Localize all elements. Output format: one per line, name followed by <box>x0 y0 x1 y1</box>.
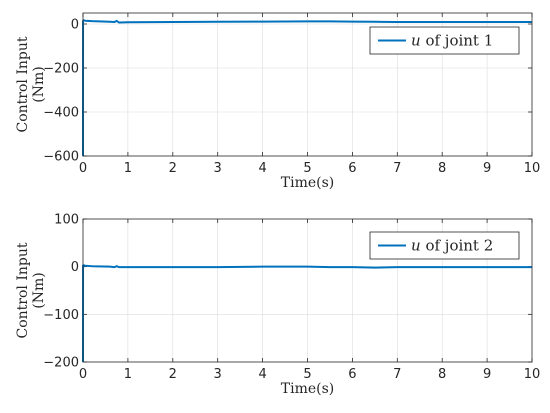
x-tick-label: 2 <box>169 161 177 176</box>
x-tick-label: 1 <box>124 161 132 176</box>
x-tick-label: 4 <box>258 161 266 176</box>
x-axis-label: Time(s) <box>281 175 334 191</box>
plot-frame <box>82 12 533 157</box>
legend: u of joint 1 <box>369 26 520 55</box>
x-tick-label: 6 <box>348 161 356 176</box>
y-tick-label: −200 <box>43 62 79 77</box>
x-tick-label: 0 <box>79 161 87 176</box>
subplot-2: 0 1 2 3 4 5 6 7 8 9 10 −200 −100 0 100 Time(s) Control I… <box>15 213 540 398</box>
x-tick-label: 5 <box>303 161 311 176</box>
y-tick-label: 0 <box>71 18 79 33</box>
x-tick-label: 4 <box>258 367 266 382</box>
x-tick-label: 0 <box>79 367 87 382</box>
series-line-joint-1 <box>82 19 532 157</box>
subplot-1: 0 1 2 3 4 5 6 7 8 9 10 −600 −400 −200 0 Time(s) Control … <box>15 12 541 191</box>
y-tick-label: −200 <box>43 356 79 371</box>
x-tick-label: 3 <box>214 161 222 176</box>
x-tick-label: 1 <box>124 367 132 382</box>
x-tick-label: 7 <box>393 367 401 382</box>
y-tick-label: −600 <box>43 150 79 165</box>
plot-frame <box>82 218 533 363</box>
legend: u of joint 2 <box>369 231 520 260</box>
legend-entry: u of joint 2 <box>411 237 493 255</box>
x-tick-label: 9 <box>483 161 491 176</box>
series-line-joint-2 <box>82 264 532 363</box>
y-axis-label: Control Input(Nm) <box>15 242 47 338</box>
x-tick-label: 8 <box>438 367 446 382</box>
y-tick-label: −400 <box>43 106 79 121</box>
x-tick-label: 9 <box>483 367 491 382</box>
y-tick-label: 100 <box>54 213 79 228</box>
y-axis-label: Control Input(Nm) <box>15 36 47 132</box>
x-tick-label: 3 <box>214 367 222 382</box>
x-tick-label: 6 <box>348 367 356 382</box>
x-tick-label: 7 <box>393 161 401 176</box>
x-tick-label: 8 <box>438 161 446 176</box>
y-tick-label: −100 <box>43 308 79 323</box>
x-tick-label: 5 <box>303 367 311 382</box>
y-tick-label: 0 <box>71 260 79 275</box>
x-tick-label: 10 <box>524 161 541 176</box>
legend-entry: u of joint 1 <box>411 32 493 50</box>
x-tick-label: 10 <box>524 367 541 382</box>
x-tick-label: 2 <box>169 367 177 382</box>
x-axis-label: Time(s) <box>281 381 334 397</box>
